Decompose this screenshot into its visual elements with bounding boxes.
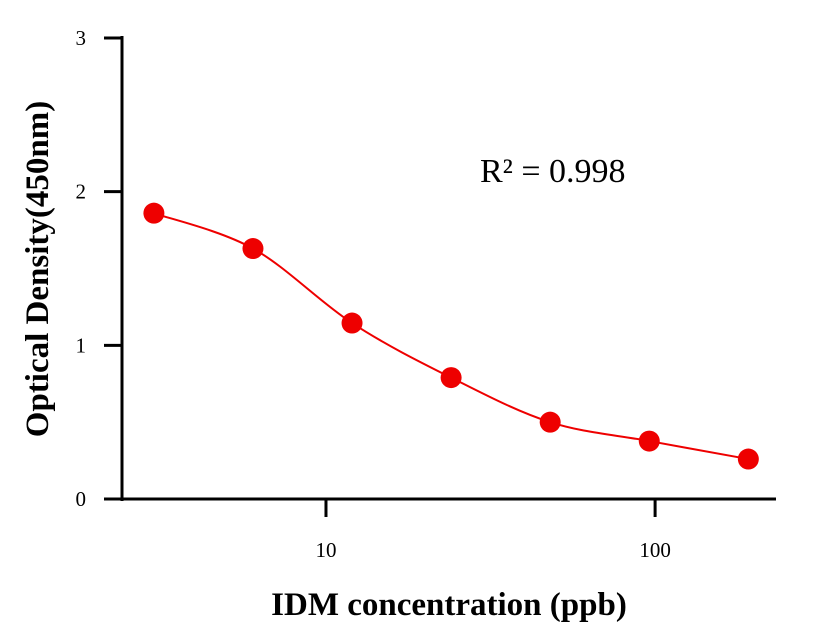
data-point	[440, 367, 462, 389]
data-point	[341, 312, 363, 334]
y-tick-label: 0	[76, 487, 87, 511]
data-point	[638, 430, 660, 452]
axes	[120, 36, 776, 501]
y-tick-label: 1	[76, 333, 87, 357]
x-axis-label: IDM concentration (ppb)	[271, 587, 627, 623]
ticks: 0 1 2 3 10 100	[76, 26, 671, 562]
y-tick-label: 2	[76, 180, 87, 204]
data-point	[242, 238, 264, 260]
y-tick-label: 3	[76, 26, 87, 50]
y-axis-label: Optical Density(450nm)	[20, 101, 56, 437]
x-tick-label: 10	[315, 538, 336, 562]
data-points	[143, 202, 759, 470]
data-point	[737, 448, 759, 470]
r-squared-annotation: R² = 0.998	[480, 153, 626, 190]
x-tick-label: 100	[639, 538, 671, 562]
data-point	[143, 202, 165, 224]
data-point	[539, 411, 561, 433]
